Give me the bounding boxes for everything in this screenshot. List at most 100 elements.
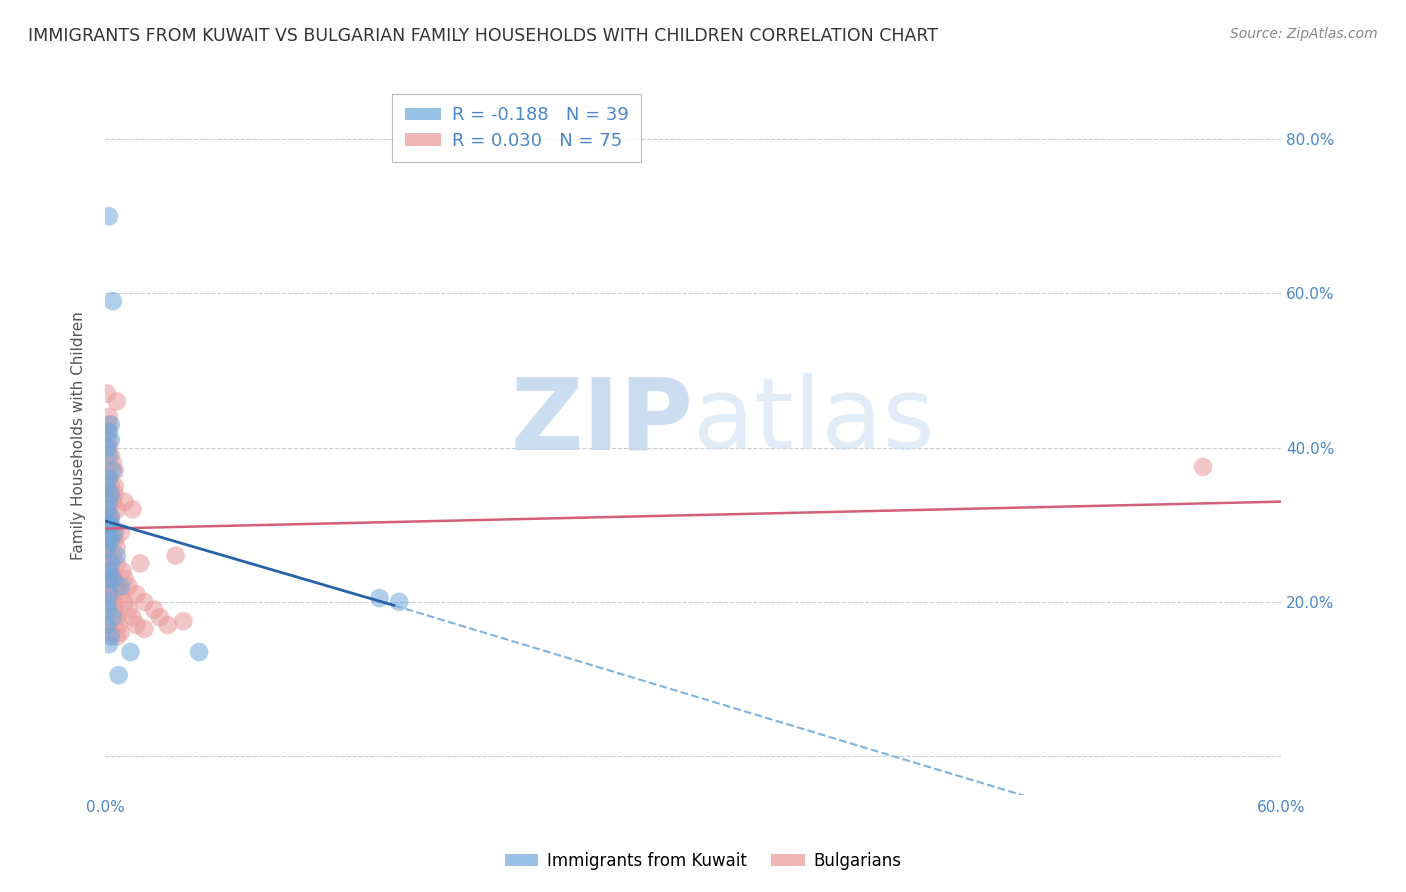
- Point: [110, 525, 132, 540]
- Point: [97, 494, 120, 508]
- Point: [97, 417, 120, 432]
- Point: [117, 579, 139, 593]
- Point: [114, 572, 136, 586]
- Point: [97, 510, 120, 524]
- Point: [388, 595, 411, 609]
- Point: [101, 595, 124, 609]
- Point: [105, 502, 128, 516]
- Point: [96, 425, 118, 440]
- Point: [100, 625, 122, 640]
- Point: [96, 595, 118, 609]
- Point: [110, 625, 132, 640]
- Point: [100, 417, 122, 432]
- Point: [111, 564, 134, 578]
- Point: [125, 618, 148, 632]
- Point: [97, 209, 120, 223]
- Point: [96, 386, 118, 401]
- Point: [165, 549, 187, 563]
- Point: [97, 572, 120, 586]
- Point: [100, 517, 122, 532]
- Point: [96, 441, 118, 455]
- Point: [100, 510, 122, 524]
- Point: [100, 487, 122, 501]
- Point: [97, 409, 120, 424]
- Point: [134, 595, 156, 609]
- Point: [100, 448, 122, 462]
- Point: [97, 487, 120, 501]
- Point: [97, 525, 120, 540]
- Point: [105, 610, 128, 624]
- Point: [97, 425, 120, 440]
- Point: [104, 487, 127, 501]
- Point: [97, 587, 120, 601]
- Point: [97, 487, 120, 501]
- Point: [101, 572, 124, 586]
- Point: [97, 579, 120, 593]
- Point: [104, 602, 127, 616]
- Point: [104, 479, 127, 493]
- Point: [97, 579, 120, 593]
- Point: [97, 517, 120, 532]
- Point: [97, 602, 120, 616]
- Point: [97, 564, 120, 578]
- Point: [101, 456, 124, 470]
- Point: [134, 622, 156, 636]
- Point: [97, 549, 120, 563]
- Point: [96, 479, 118, 493]
- Point: [96, 464, 118, 478]
- Point: [107, 668, 129, 682]
- Point: [100, 510, 122, 524]
- Point: [100, 630, 122, 644]
- Point: [97, 517, 120, 532]
- Point: [105, 394, 128, 409]
- Point: [143, 602, 166, 616]
- Text: ZIP: ZIP: [510, 373, 693, 470]
- Point: [97, 448, 120, 462]
- Point: [105, 579, 128, 593]
- Text: IMMIGRANTS FROM KUWAIT VS BULGARIAN FAMILY HOUSEHOLDS WITH CHILDREN CORRELATION : IMMIGRANTS FROM KUWAIT VS BULGARIAN FAMI…: [28, 27, 938, 45]
- Legend: R = -0.188   N = 39, R = 0.030   N = 75: R = -0.188 N = 39, R = 0.030 N = 75: [392, 94, 641, 162]
- Point: [129, 557, 152, 571]
- Point: [97, 441, 120, 455]
- Point: [97, 564, 120, 578]
- Point: [104, 464, 127, 478]
- Point: [114, 494, 136, 508]
- Point: [96, 618, 118, 632]
- Point: [100, 479, 122, 493]
- Point: [100, 533, 122, 548]
- Point: [125, 587, 148, 601]
- Point: [97, 529, 120, 543]
- Point: [117, 602, 139, 616]
- Point: [121, 502, 143, 516]
- Point: [101, 494, 124, 508]
- Point: [101, 572, 124, 586]
- Point: [101, 549, 124, 563]
- Point: [97, 637, 120, 651]
- Point: [104, 533, 127, 548]
- Point: [105, 549, 128, 563]
- Point: [101, 464, 124, 478]
- Point: [97, 433, 120, 447]
- Point: [100, 433, 122, 447]
- Point: [101, 525, 124, 540]
- Point: [100, 522, 122, 536]
- Legend: Immigrants from Kuwait, Bulgarians: Immigrants from Kuwait, Bulgarians: [498, 846, 908, 877]
- Point: [105, 557, 128, 571]
- Point: [96, 557, 118, 571]
- Point: [100, 564, 122, 578]
- Point: [101, 610, 124, 624]
- Point: [114, 595, 136, 609]
- Point: [120, 645, 142, 659]
- Point: [96, 541, 118, 555]
- Point: [105, 630, 128, 644]
- Point: [96, 502, 118, 516]
- Point: [110, 587, 132, 601]
- Point: [96, 541, 118, 555]
- Point: [104, 572, 127, 586]
- Point: [149, 610, 172, 624]
- Y-axis label: Family Households with Children: Family Households with Children: [72, 311, 86, 560]
- Point: [97, 502, 120, 516]
- Point: [100, 587, 122, 601]
- Point: [97, 525, 120, 540]
- Point: [97, 471, 120, 485]
